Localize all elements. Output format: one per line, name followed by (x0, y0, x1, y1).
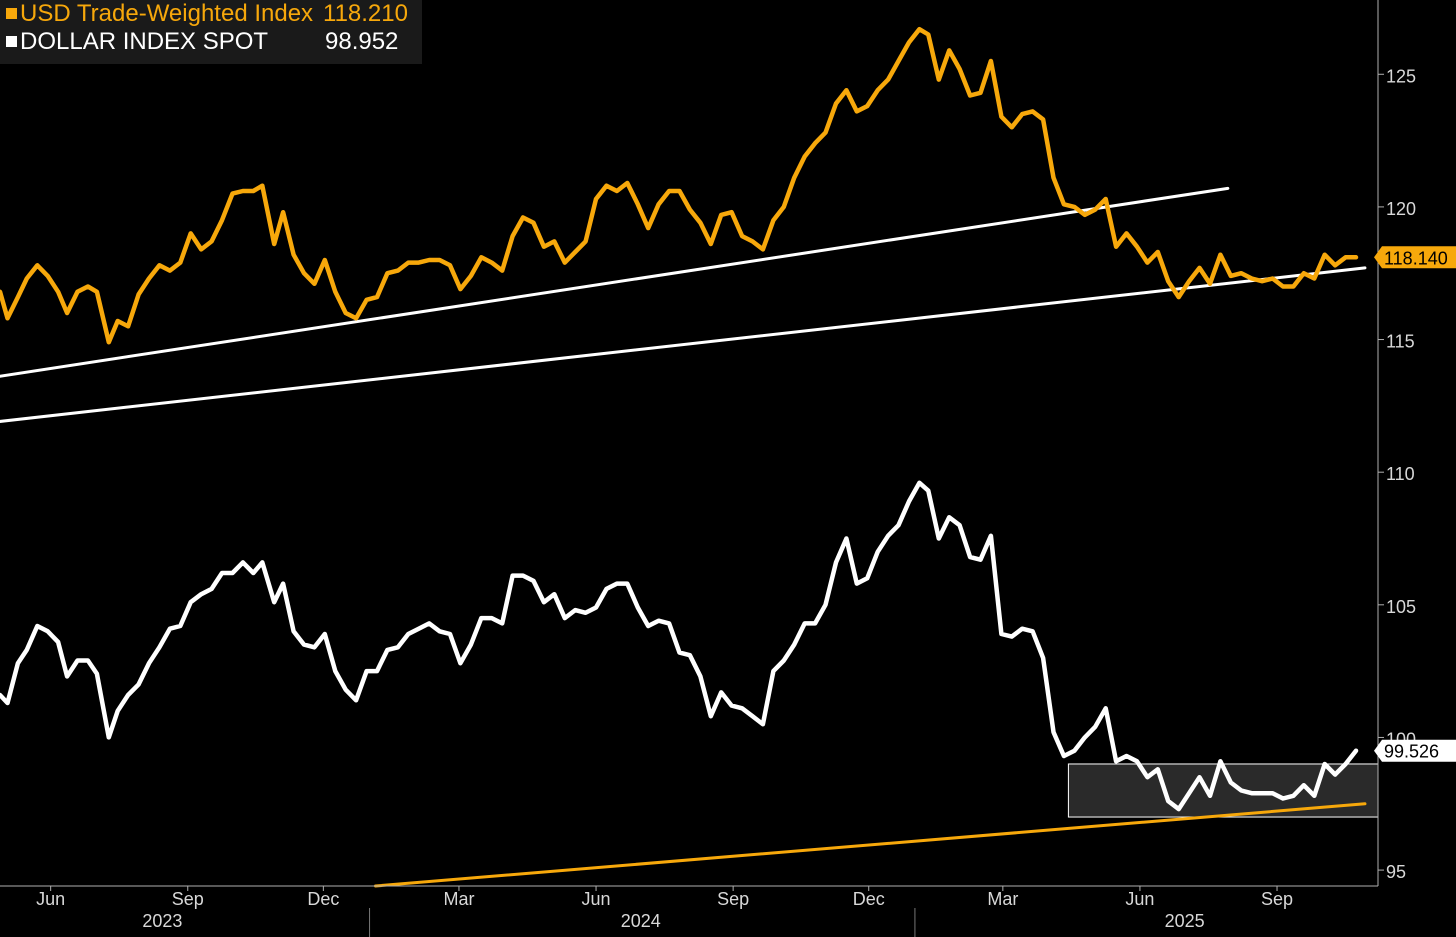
x-tick-label: Mar (443, 889, 474, 909)
trendline-0 (0, 186, 1230, 378)
x-year-label: 2024 (621, 911, 661, 931)
legend-label-dollar-index: DOLLAR INDEX SPOT (20, 28, 269, 55)
x-year-label: 2023 (142, 911, 182, 931)
series-line-0 (0, 26, 1359, 345)
x-tick-label: Mar (987, 889, 1018, 909)
x-tick-label: Sep (1261, 889, 1293, 909)
last-value-tag (1374, 739, 1456, 762)
legend-value-trade-weighted: 118.210 (323, 0, 408, 27)
y-tick-label: 95 (1386, 862, 1406, 882)
series-layer (0, 26, 1359, 812)
x-tick-label: Jun (582, 889, 611, 909)
legend-swatch-dollar-index (6, 36, 17, 47)
trendline-2 (374, 802, 1367, 888)
x-tick-label: Dec (307, 889, 339, 909)
y-tick-label: 120 (1386, 199, 1416, 219)
x-tick-label: Jun (36, 889, 65, 909)
last-value-label: 99.526 (1384, 742, 1439, 762)
y-tick-label: 105 (1386, 597, 1416, 617)
legend: USD Trade-Weighted Index 118.210 DOLLAR … (0, 0, 422, 64)
legend-label-trade-weighted: USD Trade-Weighted Index (20, 0, 314, 27)
y-tick-label: 115 (1386, 332, 1415, 352)
last-value-label-layer: 118.140 99.526 (1374, 246, 1456, 762)
x-tick-label: Dec (853, 889, 885, 909)
trendline-1 (0, 266, 1367, 423)
legend-value-dollar-index: 98.952 (325, 28, 399, 55)
x-tick-label: Sep (717, 889, 749, 909)
series-line-1 (0, 480, 1359, 812)
x-year-label: 2025 (1165, 911, 1205, 931)
trendline-layer (0, 186, 1367, 888)
x-tick-label: Jun (1125, 889, 1154, 909)
y-tick-label: 125 (1386, 66, 1416, 86)
axis-layer (0, 0, 1379, 887)
last-value-tag (1374, 246, 1456, 269)
y-tick-label: 110 (1386, 464, 1415, 484)
last-value-label: 118.140 (1384, 248, 1448, 268)
legend-swatch-trade-weighted (6, 8, 17, 19)
x-tick-label: Sep (172, 889, 204, 909)
